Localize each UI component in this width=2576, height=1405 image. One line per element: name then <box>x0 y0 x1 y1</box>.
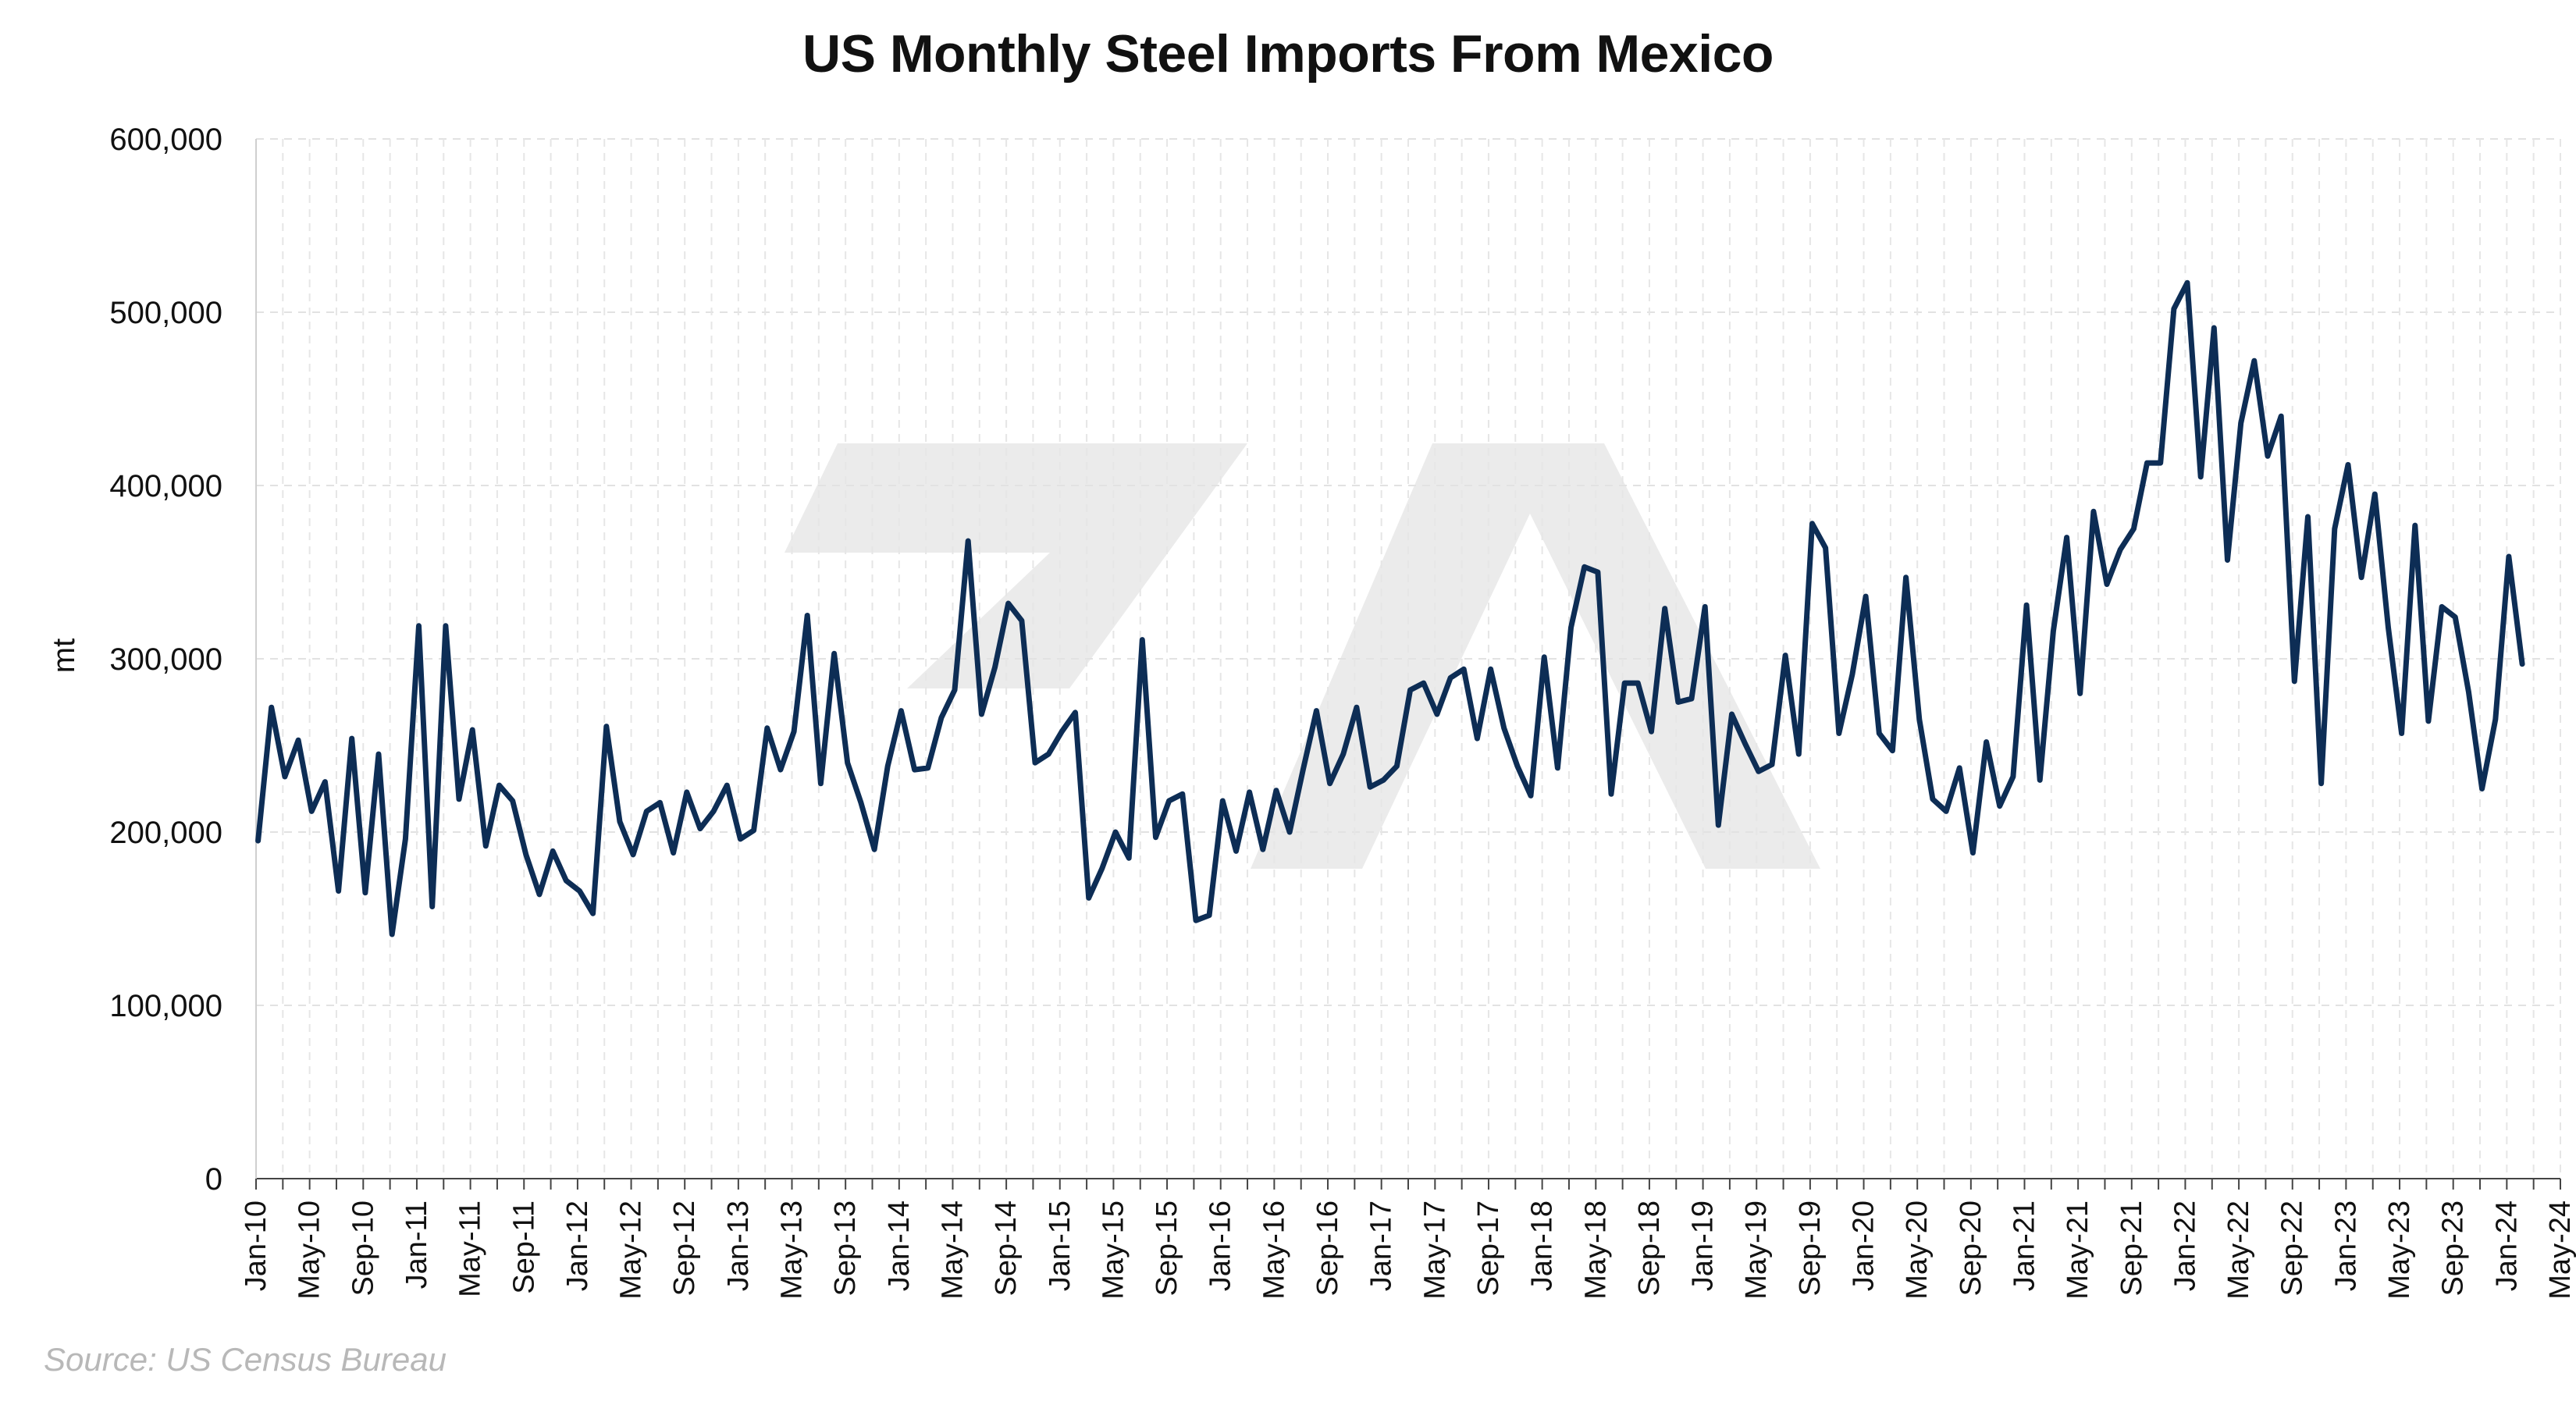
x-tick-label: Sep-22 <box>2276 1200 2309 1297</box>
x-tick-label: May-18 <box>1579 1200 1612 1300</box>
x-tick-label: May-22 <box>2222 1200 2255 1300</box>
x-tick-label: May-17 <box>1418 1200 1451 1300</box>
x-tick-label: Jan-17 <box>1365 1200 1398 1291</box>
x-tick-label: May-14 <box>936 1200 969 1300</box>
watermark-right-shape <box>1251 443 1820 869</box>
x-tick-label: Sep-13 <box>829 1200 862 1297</box>
y-tick-label: 500,000 <box>109 296 222 330</box>
chart-title: US Monthly Steel Imports From Mexico <box>802 24 1774 84</box>
watermark-logo <box>785 443 1820 869</box>
x-tick-label: Jan-19 <box>1687 1200 1720 1291</box>
x-tick-label: Sep-12 <box>668 1200 701 1297</box>
x-tick-label: Jan-16 <box>1204 1200 1237 1291</box>
x-tick-label: Jan-22 <box>2169 1200 2201 1291</box>
x-tick-label: Jan-10 <box>240 1200 272 1291</box>
x-tick-label: Jan-12 <box>561 1200 594 1291</box>
x-tick-label: Sep-15 <box>1151 1200 1183 1297</box>
y-axis-ticks: 0 100,000 200,000 300,000 400,000 500,000 600,… <box>109 123 222 1197</box>
x-tick-label: Jan-23 <box>2329 1200 2362 1291</box>
y-tick-label: 100,000 <box>109 989 222 1023</box>
x-tick-label: Sep-20 <box>1955 1200 1987 1297</box>
x-tick-label: May-15 <box>1097 1200 1130 1300</box>
y-tick-label: 0 <box>205 1162 222 1197</box>
x-tick-label: May-10 <box>294 1200 326 1300</box>
x-tick-label: Sep-14 <box>990 1200 1023 1297</box>
x-tick-label: Jan-21 <box>2008 1200 2041 1291</box>
watermark-left-shape <box>785 443 1247 688</box>
x-tick-label: Jan-24 <box>2490 1200 2523 1291</box>
y-tick-label: 600,000 <box>109 123 222 157</box>
x-tick-label: May-11 <box>454 1200 487 1297</box>
series-line <box>255 279 2525 937</box>
x-tick-label: Jan-18 <box>1526 1200 1559 1291</box>
y-axis-label: mt <box>47 638 81 673</box>
x-tick-label: May-12 <box>615 1200 648 1300</box>
x-tick-label: May-24 <box>2544 1200 2576 1300</box>
y-tick-label: 300,000 <box>109 642 222 677</box>
y-tick-label: 200,000 <box>109 816 222 850</box>
x-tick-label: May-20 <box>1901 1200 1934 1300</box>
x-tick-label: May-13 <box>776 1200 809 1300</box>
x-tick-label: Sep-19 <box>1794 1200 1827 1297</box>
x-tick-label: Jan-20 <box>1848 1200 1880 1291</box>
x-tick-label: Sep-23 <box>2437 1200 2470 1297</box>
x-tick-label: Jan-14 <box>883 1200 916 1291</box>
y-tick-label: 400,000 <box>109 469 222 503</box>
x-tick-label: Sep-17 <box>1472 1200 1505 1297</box>
x-tick-label: Sep-18 <box>1633 1200 1666 1297</box>
x-tick-label: Jan-13 <box>722 1200 755 1291</box>
x-axis-ticks: Jan-10 May-10 Sep-10 Jan-11 May-11 Sep-11 Jan-… <box>240 1179 2576 1300</box>
x-tick-label: Jan-11 <box>400 1200 433 1289</box>
x-tick-label: May-23 <box>2383 1200 2416 1300</box>
x-tick-label: Sep-10 <box>347 1200 379 1297</box>
x-tick-label: Sep-21 <box>2115 1200 2148 1297</box>
x-tick-label: Jan-15 <box>1044 1200 1076 1291</box>
x-tick-label: May-16 <box>1258 1200 1290 1300</box>
x-tick-label: Sep-11 <box>507 1200 540 1294</box>
source-note: Source: US Census Bureau <box>44 1341 447 1378</box>
x-tick-label: May-19 <box>1740 1200 1773 1300</box>
x-tick-label: Sep-16 <box>1311 1200 1344 1297</box>
grid-lines <box>256 138 2561 1179</box>
x-tick-label: May-21 <box>2062 1200 2094 1300</box>
